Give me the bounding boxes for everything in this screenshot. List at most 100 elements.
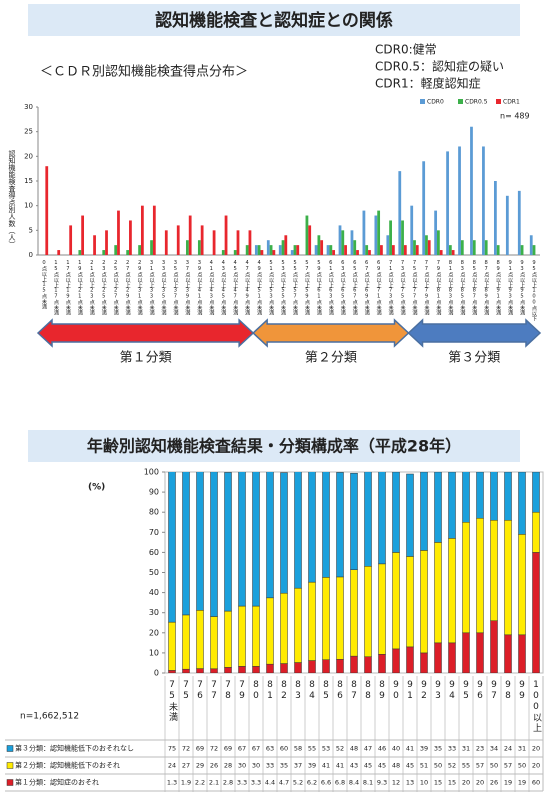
bar-segment bbox=[280, 663, 288, 673]
bar-segment bbox=[196, 668, 204, 673]
bar bbox=[126, 250, 130, 255]
bar bbox=[69, 225, 73, 255]
x-tick-label: 65点以上67点未満 bbox=[352, 260, 358, 317]
bar-segment bbox=[448, 642, 456, 673]
bar-segment bbox=[448, 472, 456, 539]
x-tick-label: 86 bbox=[335, 680, 345, 702]
bar-segment bbox=[490, 620, 498, 673]
table-cell: 4.4 bbox=[265, 779, 275, 787]
legend-swatch bbox=[6, 745, 14, 752]
bar bbox=[200, 225, 204, 255]
bar bbox=[365, 245, 369, 255]
bar bbox=[320, 240, 324, 255]
x-tick-label: 85 bbox=[321, 680, 331, 702]
table-cell: 8.1 bbox=[363, 779, 373, 787]
x-tick-label: 15点以上17点未満 bbox=[53, 260, 59, 317]
table-cell: 67 bbox=[238, 745, 246, 753]
table-cell: 20 bbox=[462, 779, 470, 787]
bar bbox=[338, 225, 342, 255]
bar-segment bbox=[266, 597, 274, 665]
x-tick-label: 21点以上23点未満 bbox=[89, 260, 95, 317]
table-cell: 48 bbox=[392, 762, 400, 770]
bar-segment bbox=[532, 472, 540, 513]
x-tick-label: 33点以上35点未満 bbox=[161, 260, 167, 317]
x-tick-label: 55点以上57点未満 bbox=[292, 260, 298, 317]
x-tick-label: 79点以上81点未満 bbox=[435, 260, 441, 317]
table-cell: 15 bbox=[434, 779, 442, 787]
y-tick-label: 0 bbox=[29, 251, 33, 259]
legend-swatch bbox=[6, 779, 14, 786]
bar bbox=[129, 220, 132, 255]
x-tick-label: 79 bbox=[237, 680, 247, 702]
table-cell: 60 bbox=[532, 779, 540, 787]
table-cell: 34 bbox=[490, 745, 498, 753]
bar bbox=[326, 245, 330, 255]
bar bbox=[422, 161, 426, 255]
bar bbox=[188, 215, 192, 255]
table-cell: 24 bbox=[504, 745, 512, 753]
x-tick-label: 81 bbox=[265, 680, 275, 702]
table-cell: 6.6 bbox=[321, 779, 331, 787]
table-cell: 23 bbox=[476, 745, 484, 753]
legend-swatch bbox=[6, 762, 14, 769]
x-tick-label: 93点以上95点未満 bbox=[519, 260, 525, 317]
table-cell: 3.3 bbox=[251, 779, 261, 787]
bar bbox=[415, 245, 419, 255]
table-cell: 72 bbox=[182, 745, 190, 753]
bar-segment bbox=[252, 472, 260, 607]
x-tick-label: 96 bbox=[475, 680, 485, 702]
bar bbox=[496, 245, 500, 255]
x-tick-label: 49点以上51点未満 bbox=[256, 260, 262, 317]
table-cell: 47 bbox=[364, 745, 372, 753]
bar-segment bbox=[238, 605, 246, 667]
table-cell: 51 bbox=[420, 762, 428, 770]
table-cell: 57 bbox=[476, 762, 484, 770]
bar-segment bbox=[392, 648, 400, 673]
bar-segment bbox=[420, 652, 428, 673]
table-cell: 39 bbox=[420, 745, 428, 753]
x-tick-label: 87 bbox=[349, 680, 359, 702]
bar bbox=[389, 220, 392, 255]
bar-segment bbox=[350, 655, 358, 673]
table-cell: 5.2 bbox=[293, 779, 303, 787]
group-arrow bbox=[252, 318, 410, 348]
x-tick-label: 41点以上43点未満 bbox=[208, 260, 214, 317]
y-tick-label: 20 bbox=[149, 628, 159, 637]
group-label: 第１分類 bbox=[120, 351, 172, 366]
table-cell: 57 bbox=[504, 762, 512, 770]
bar bbox=[446, 151, 449, 255]
x-tick-label: 87点以上89点未満 bbox=[483, 260, 489, 317]
table-cell: 13 bbox=[406, 779, 414, 787]
x-tick-label: 45点以上47点未満 bbox=[232, 260, 238, 317]
y-tick-label: 10 bbox=[24, 202, 33, 210]
table-cell: 58 bbox=[294, 745, 302, 753]
bar-segment bbox=[462, 522, 470, 634]
x-tick-label: 75 bbox=[181, 680, 191, 702]
legend-label: 第２分類：認知機能低下のおそれ bbox=[15, 761, 120, 770]
bar bbox=[248, 230, 252, 255]
bar bbox=[221, 250, 225, 255]
bar bbox=[425, 235, 428, 255]
bars bbox=[168, 472, 540, 673]
bar bbox=[410, 205, 414, 255]
bar-segment bbox=[280, 472, 288, 594]
table-cell: 6.2 bbox=[307, 779, 317, 787]
bar-segment bbox=[420, 550, 428, 654]
group-label: 第２分類 bbox=[305, 351, 357, 366]
bar bbox=[233, 250, 237, 255]
y-tick-label: 10 bbox=[149, 648, 159, 657]
group-arrow bbox=[407, 318, 542, 348]
legend-label: CDR0 bbox=[427, 99, 444, 106]
x-tick-label: 92 bbox=[419, 680, 429, 702]
bar bbox=[368, 250, 371, 255]
bar-segment bbox=[224, 610, 232, 668]
bar bbox=[458, 146, 461, 255]
bar bbox=[451, 250, 455, 255]
bar-segment bbox=[224, 472, 232, 612]
bar bbox=[317, 235, 321, 255]
y-tick-label: 80 bbox=[149, 508, 159, 517]
bar-segment bbox=[182, 472, 190, 616]
table-cell: 33 bbox=[266, 762, 274, 770]
bar bbox=[439, 250, 443, 255]
